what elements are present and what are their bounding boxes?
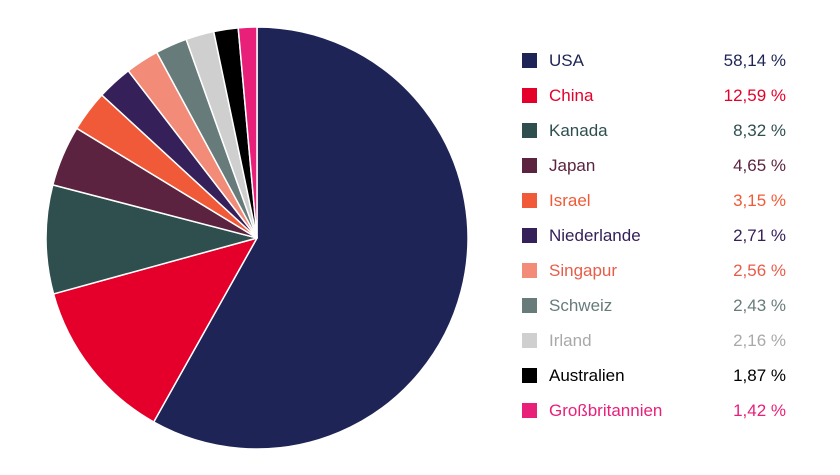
legend-value: 2,71 % [733, 226, 786, 245]
pie-slice-china [52, 237, 258, 423]
legend-label: China [549, 86, 594, 105]
legend-label: Kanada [549, 121, 608, 140]
legend-swatch [522, 228, 537, 243]
legend-item: Israel 3,15 % [522, 183, 790, 218]
legend-item: Australien 1,87 % [522, 358, 790, 393]
legend-value: 58,14 % [723, 51, 786, 70]
legend-item: USA 58,14 % [522, 43, 790, 78]
legend-label: Schweiz [549, 296, 613, 315]
legend-swatch [522, 53, 537, 68]
legend-item: Irland 2,16 % [522, 323, 790, 358]
legend-value: 2,56 % [733, 261, 786, 280]
legend-value: 1,42 % [733, 401, 786, 420]
legend-label: Niederlande [549, 226, 641, 245]
legend-value: 1,87 % [733, 366, 786, 385]
legend-value: 8,32 % [733, 121, 786, 140]
legend-value: 2,43 % [733, 296, 786, 315]
legend-item: Niederlande 2,71 % [522, 218, 790, 253]
legend-item: Großbritannien 1,42 % [522, 393, 790, 428]
legend-value: 4,65 % [733, 156, 786, 175]
pie-slice-kanada [45, 184, 258, 295]
legend-label: Großbritannien [549, 401, 663, 420]
legend-swatch [522, 333, 537, 348]
legend-value: 12,59 % [723, 86, 786, 105]
legend-label: Israel [549, 191, 591, 210]
legend-label: USA [549, 51, 584, 70]
legend-label: Irland [549, 331, 592, 350]
legend-swatch [522, 158, 537, 173]
legend-label: Singapur [549, 261, 618, 280]
legend-swatch [522, 368, 537, 383]
legend-label: Australien [549, 366, 625, 385]
pie-slice-großbritannien [237, 26, 258, 239]
legend-swatch [522, 403, 537, 418]
legend-swatch [522, 263, 537, 278]
legend-swatch [522, 298, 537, 313]
legend-item: Japan 4,65 % [522, 148, 790, 183]
legend-swatch [522, 193, 537, 208]
legend-value: 2,16 % [733, 331, 786, 350]
legend-item: Singapur 2,56 % [522, 253, 790, 288]
pie-slice-usa [152, 26, 469, 450]
legend: USA 58,14 % China 12,59 % Kanada 8,32 % Japan 4… [522, 43, 790, 428]
legend-swatch [522, 123, 537, 138]
legend-value: 3,15 % [733, 191, 786, 210]
legend-item: China 12,59 % [522, 78, 790, 113]
pie-chart [45, 26, 469, 450]
legend-item: Kanada 8,32 % [522, 113, 790, 148]
legend-label: Japan [549, 156, 596, 175]
legend-item: Schweiz 2,43 % [522, 288, 790, 323]
legend-swatch [522, 88, 537, 103]
